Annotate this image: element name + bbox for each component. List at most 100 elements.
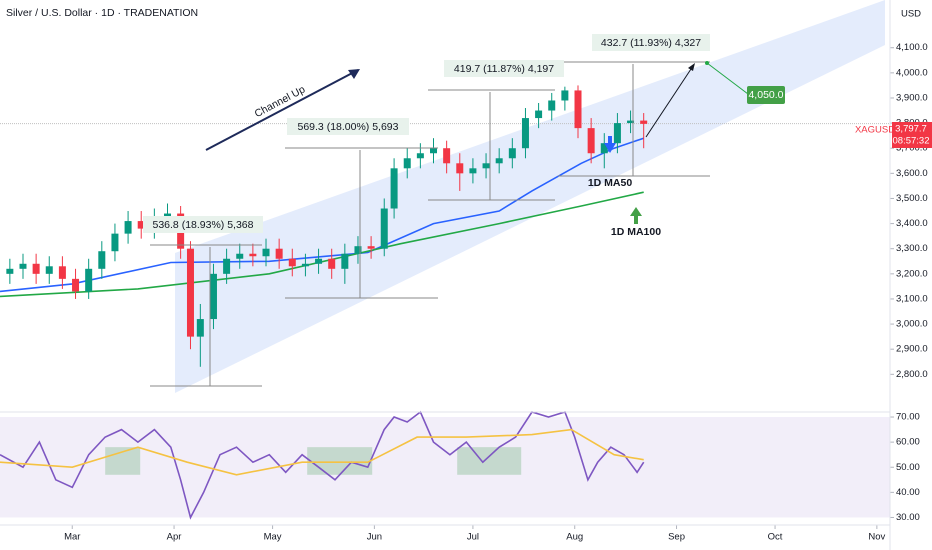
y-tick-label: 60.00 (896, 437, 920, 448)
candle-body (587, 128, 595, 154)
candle-body (640, 120, 648, 124)
y-tick-label: 40.00 (896, 487, 920, 498)
candle-body (416, 153, 424, 159)
measure-box (287, 118, 409, 135)
measure-label: 536.8 (18.93%) 5,368 (153, 219, 254, 231)
candle-body (508, 148, 516, 159)
measure-label: 432.7 (11.93%) 4,327 (601, 37, 701, 49)
y-tick-label: 3,100.0 (896, 293, 928, 304)
arrow-head (688, 63, 695, 71)
candle-body (275, 248, 283, 259)
candle-body (430, 148, 438, 154)
measure-box (592, 34, 710, 51)
candle-body (354, 246, 362, 254)
candle-body (6, 268, 14, 274)
chart-title: Silver / U.S. Dollar · 1D · TRADENATION (6, 7, 198, 19)
price-tag (892, 122, 932, 148)
y-tick-label: 2,900.0 (896, 344, 928, 355)
target-box (747, 86, 785, 104)
candle-body (32, 263, 40, 274)
x-tick-label: Sep (668, 532, 685, 543)
price-label: 3,797.7 (895, 124, 927, 135)
candle-body (443, 148, 451, 164)
y-tick-label: 3,700.0 (896, 143, 928, 154)
measure-box (444, 60, 564, 77)
x-tick-label: Apr (167, 532, 182, 543)
candle-body (482, 163, 490, 169)
y-tick-label: 3,000.0 (896, 319, 928, 330)
candle-body (85, 268, 93, 292)
candle-body (627, 120, 635, 124)
annotation: 1D MA100 (611, 226, 661, 238)
candle-body (111, 233, 119, 252)
projection (645, 65, 694, 138)
candle-body (137, 221, 145, 229)
x-tick-label: May (264, 532, 282, 543)
candle-body (613, 123, 621, 144)
channel (175, 0, 885, 393)
candle-body (561, 90, 569, 101)
candle-body (390, 168, 398, 209)
candle-body (535, 110, 543, 119)
series-line (0, 191, 644, 298)
candle-body (301, 263, 309, 267)
target-line (706, 62, 749, 95)
candle-body (328, 258, 336, 269)
candle-body (249, 253, 257, 257)
y-tick-label: 70.00 (896, 412, 920, 423)
candle-body (315, 258, 323, 264)
y-tick-label: 4,000.0 (896, 67, 928, 78)
candle-body (456, 163, 464, 174)
candle-body (403, 158, 411, 169)
series-line (0, 410, 645, 520)
candle-body (521, 118, 529, 149)
measure-box (143, 216, 263, 233)
candle-body (548, 100, 556, 111)
y-tick-label: 3,600.0 (896, 168, 928, 179)
x-tick-label: Jul (467, 532, 479, 543)
candle-body (600, 143, 608, 154)
candle-body (262, 248, 270, 257)
candle-body (72, 278, 80, 292)
candle-body (495, 158, 503, 164)
rsi-box (307, 447, 373, 475)
annotation: 1D MA50 (588, 177, 633, 189)
y-tick-label: 2,800.0 (896, 369, 928, 380)
candle-body (288, 258, 296, 267)
arrow-head (348, 69, 360, 79)
candle-body (19, 263, 27, 269)
candle-body (58, 266, 66, 279)
candle-body (45, 266, 53, 274)
measure-label: 569.3 (18.00%) 5,693 (298, 121, 399, 133)
y-tick-label: 30.00 (896, 512, 920, 523)
series-line (0, 137, 644, 293)
y-tick-label: 3,300.0 (896, 243, 928, 254)
candle-body (341, 253, 349, 269)
candle-body (236, 253, 244, 259)
x-tick-label: Jun (367, 532, 382, 543)
candle-body (186, 248, 194, 337)
candle-body (196, 319, 204, 337)
series-line (0, 428, 644, 476)
measures (150, 61, 710, 387)
y-tick-label: 3,400.0 (896, 218, 928, 229)
y-tick-label: 50.00 (896, 462, 920, 473)
x-tick-label: Nov (868, 532, 885, 543)
y-tick-label: 3,500.0 (896, 193, 928, 204)
y-tick-label: 4,100.0 (896, 42, 928, 53)
candle-body (574, 90, 582, 129)
target-label: 4,050.0 (748, 89, 783, 101)
trend-arrow (205, 69, 359, 151)
x-tick-label: Oct (768, 532, 783, 543)
candle-body (209, 273, 217, 320)
symbol-label: XAGUSD (855, 125, 895, 136)
y-tick-label: 3,900.0 (896, 92, 928, 103)
candle-body (124, 221, 132, 234)
candle-body (367, 246, 375, 249)
measure-label: 419.7 (11.87%) 4,197 (454, 63, 554, 75)
candle-body (469, 168, 477, 174)
rsi-box (457, 447, 522, 475)
candle-body (380, 208, 388, 249)
ma50-arrow (604, 136, 616, 153)
